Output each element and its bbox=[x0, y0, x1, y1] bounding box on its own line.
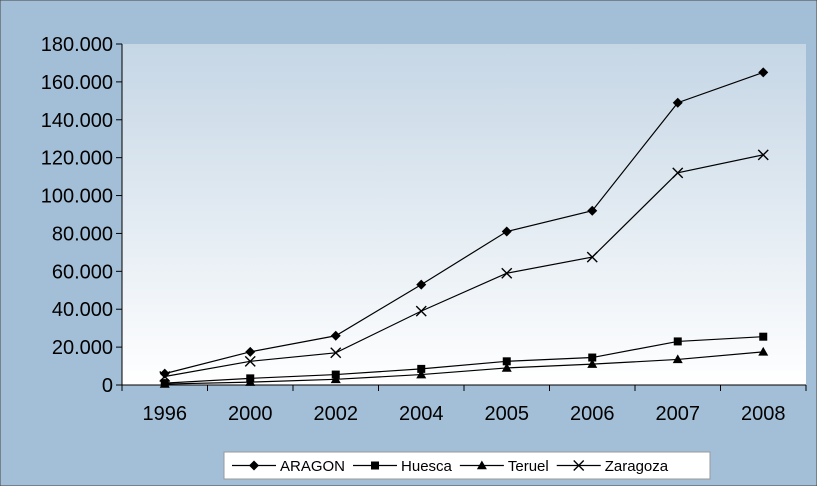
y-tick-label: 80.000 bbox=[52, 223, 113, 245]
data-point bbox=[159, 370, 171, 382]
data-point bbox=[673, 337, 682, 346]
data-point bbox=[586, 251, 598, 263]
data-point bbox=[159, 379, 170, 388]
legend-marker bbox=[249, 460, 259, 471]
data-point bbox=[330, 347, 342, 359]
data-point bbox=[416, 369, 427, 379]
plot-area bbox=[122, 44, 806, 385]
data-point bbox=[245, 377, 256, 386]
legend-label: Zaragoza bbox=[605, 458, 669, 475]
data-point bbox=[759, 332, 768, 341]
y-tick-label: 160.000 bbox=[41, 72, 113, 94]
y-tick-label: 120.000 bbox=[41, 148, 113, 170]
legend-item-huesca: Huesca bbox=[353, 458, 453, 475]
y-axis-labels: 0 20.000 40.000 60.000 80.000 100.000 120.000 1… bbox=[41, 34, 113, 397]
series-line bbox=[164, 336, 764, 384]
axes bbox=[116, 43, 807, 391]
x-tick-label: 2007 bbox=[656, 403, 701, 425]
data-point bbox=[672, 167, 684, 179]
legend-marker bbox=[476, 460, 487, 470]
series-line bbox=[164, 154, 764, 378]
x-tick-label: 2004 bbox=[399, 403, 444, 425]
legend-item-zaragoza: Zaragoza bbox=[556, 458, 669, 475]
series-zaragoza bbox=[159, 149, 769, 382]
series-teruel bbox=[159, 346, 769, 388]
data-point bbox=[588, 353, 597, 362]
data-point bbox=[417, 364, 426, 373]
x-tick-label: 2002 bbox=[314, 403, 359, 425]
x-tick-label: 2006 bbox=[570, 403, 615, 425]
y-tick-label: 0 bbox=[102, 375, 113, 397]
data-point bbox=[502, 357, 511, 366]
x-tick-label: 2000 bbox=[228, 403, 273, 425]
legend: ARAGON Huesca Teruel Zaragoza bbox=[223, 451, 711, 480]
data-point bbox=[330, 330, 341, 341]
legend-label: Teruel bbox=[508, 458, 549, 475]
data-point bbox=[587, 359, 598, 368]
data-point bbox=[501, 226, 512, 237]
x-tick-label: 2005 bbox=[485, 403, 530, 425]
data-point bbox=[245, 346, 256, 357]
data-point bbox=[672, 97, 683, 108]
legend-marker bbox=[573, 460, 585, 471]
y-tick-label: 140.000 bbox=[41, 110, 113, 132]
y-tick-label: 40.000 bbox=[52, 299, 113, 321]
legend-label: ARAGON bbox=[280, 458, 345, 475]
legend-item-aragon: ARAGON bbox=[232, 458, 345, 475]
y-tick-label: 100.000 bbox=[41, 186, 113, 208]
x-tick-label: 1996 bbox=[143, 403, 188, 425]
data-point bbox=[330, 374, 341, 384]
legend-marker bbox=[371, 461, 380, 470]
y-tick-label: 60.000 bbox=[52, 261, 113, 283]
data-point bbox=[672, 354, 683, 364]
data-point bbox=[587, 205, 598, 216]
series-line bbox=[164, 71, 764, 375]
y-tick-label: 180.000 bbox=[41, 34, 113, 56]
data-point bbox=[758, 67, 769, 78]
data-point bbox=[501, 362, 512, 372]
y-tick-label: 20.000 bbox=[52, 337, 113, 359]
series-line bbox=[164, 351, 764, 385]
data-point bbox=[757, 149, 769, 161]
legend-item-teruel: Teruel bbox=[459, 458, 549, 475]
data-point bbox=[758, 346, 769, 356]
series-aragon bbox=[159, 67, 769, 379]
data-point bbox=[501, 267, 513, 279]
x-tick-label: 2008 bbox=[741, 403, 786, 425]
x-axis-labels: 1996 2000 2002 2004 2005 2006 2007 2008 bbox=[143, 403, 786, 425]
data-point bbox=[244, 355, 256, 367]
data-point bbox=[415, 305, 427, 317]
series-layer bbox=[159, 67, 769, 388]
data-point bbox=[416, 279, 427, 290]
legend-label: Huesca bbox=[401, 458, 453, 475]
